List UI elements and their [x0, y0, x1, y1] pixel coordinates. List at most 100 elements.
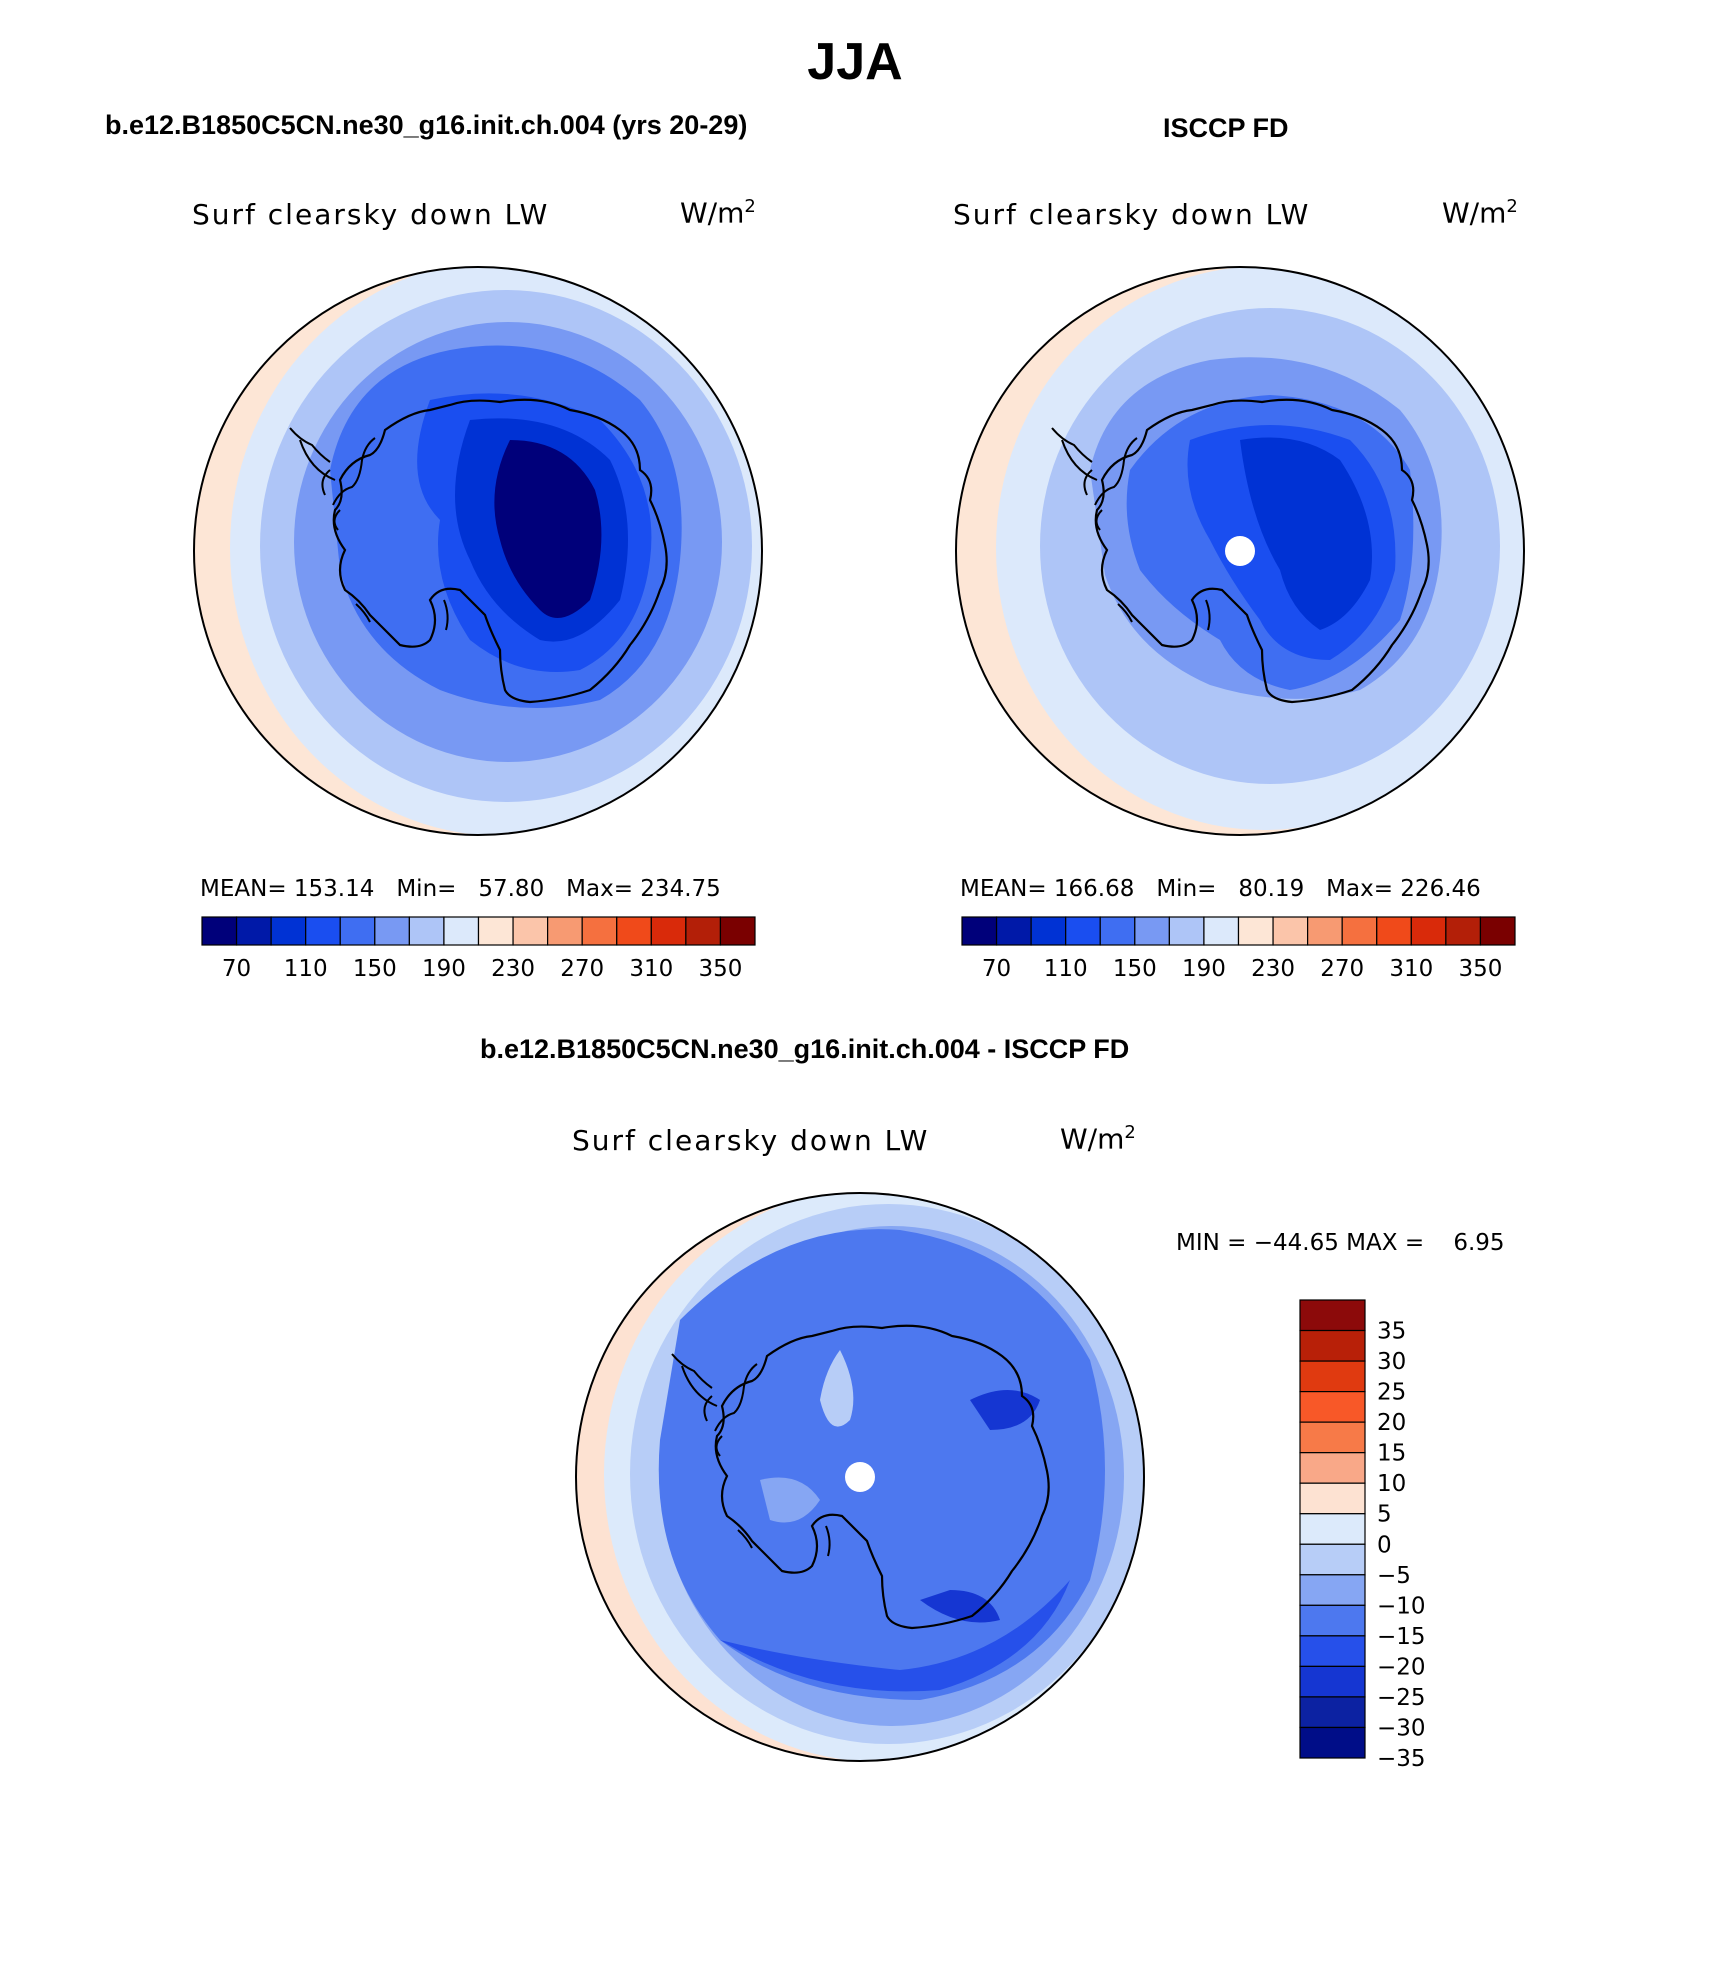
obs-stats: MEAN= 166.68 Min= 80.19 Max= 226.46: [960, 876, 1481, 902]
obs-colorbar: 70 110 150 190 230 270 310 350: [961, 916, 1516, 982]
colorbar-box: [512, 916, 549, 946]
colorbar-box: [1445, 916, 1482, 946]
colorbar-tick-label: 150: [1113, 956, 1157, 982]
colorbar-tick-label: 25: [1377, 1380, 1406, 1406]
colorbar-box: [995, 916, 1032, 946]
colorbar-tick-label: 70: [982, 956, 1011, 982]
colorbar-box: [235, 916, 272, 946]
obs-variable-label: Surf clearsky down LW: [953, 198, 1311, 231]
colorbar-tick-label: 190: [1182, 956, 1226, 982]
colorbar-box: [719, 916, 756, 946]
colorbar-tick-label: −5: [1377, 1563, 1411, 1589]
colorbar-tick-label: 110: [1044, 956, 1088, 982]
diff-pole-mask: [845, 1462, 875, 1492]
model-variable-label: Surf clearsky down LW: [192, 198, 550, 231]
obs-polar-map: [956, 267, 1524, 835]
colorbar-box: [961, 916, 998, 946]
colorbar-tick-label: 30: [1377, 1349, 1406, 1375]
diff-coastline: [671, 1324, 1050, 1630]
colorbar-tick-label: 310: [629, 956, 673, 982]
colorbar-tick-label: −20: [1377, 1654, 1426, 1680]
colorbar-box: [1134, 916, 1170, 946]
model-coastline: [289, 398, 668, 704]
colorbar-box: [339, 916, 376, 946]
colorbar-box: [305, 916, 341, 946]
obs-units-label: W/m2: [1442, 196, 1518, 230]
obs-min-value: 80.19: [1238, 876, 1305, 902]
colorbar-tick-label: 20: [1377, 1410, 1406, 1436]
diff-min-value: −44.65: [1253, 1230, 1339, 1256]
colorbar-box: [1299, 1482, 1366, 1515]
obs-panel-title: ISCCP FD: [1163, 113, 1289, 143]
obs-max-value: 226.46: [1400, 876, 1481, 902]
colorbar-tick-label: −25: [1377, 1685, 1426, 1711]
colorbar-box: [1299, 1329, 1366, 1362]
colorbar-tick-label: 35: [1377, 1319, 1406, 1345]
colorbar-box: [1341, 916, 1378, 946]
model-panel-title: b.e12.B1850C5CN.ne30_g16.init.ch.004 (yr…: [105, 110, 748, 140]
obs-map-border: [955, 266, 1525, 836]
colorbar-tick-label: 150: [353, 956, 397, 982]
colorbar-box: [1299, 1726, 1366, 1759]
model-mean-label: MEAN=: [200, 876, 287, 902]
colorbar-box: [1099, 916, 1136, 946]
colorbar-box: [1479, 916, 1516, 946]
colorbar-tick-label: −30: [1377, 1715, 1426, 1741]
model-max-label: Max=: [566, 876, 633, 902]
colorbar-box: [201, 916, 238, 946]
colorbar-box: [1410, 916, 1447, 946]
colorbar-box: [1307, 916, 1343, 946]
obs-mean-value: 166.68: [1053, 876, 1135, 902]
colorbar-tick-label: 190: [422, 956, 466, 982]
colorbar-box: [1299, 1543, 1366, 1576]
colorbar-box: [1168, 916, 1205, 946]
colorbar-tick-label: −35: [1377, 1746, 1426, 1772]
diff-stats: MIN = −44.65 MAX = 6.95: [1176, 1230, 1505, 1256]
colorbar-tick-label: 10: [1377, 1471, 1406, 1497]
colorbar-box: [1299, 1360, 1366, 1393]
colorbar-box: [650, 916, 687, 946]
model-polar-map: [194, 267, 762, 835]
colorbar-tick-label: −10: [1377, 1593, 1426, 1619]
diff-panel-title: b.e12.B1850C5CN.ne30_g16.init.ch.004 - I…: [480, 1034, 1130, 1064]
colorbar-box: [1376, 916, 1412, 946]
diff-variable-label: Surf clearsky down LW: [572, 1124, 930, 1157]
colorbar-tick-label: 270: [560, 956, 604, 982]
colorbar-box: [374, 916, 410, 946]
colorbar-box: [1299, 1390, 1366, 1423]
colorbar-box: [1272, 916, 1309, 946]
model-colorbar: 70 110 150 190 230 270 310 350: [201, 916, 756, 982]
model-max-value: 234.75: [640, 876, 721, 902]
colorbar-tick-label: 15: [1377, 1441, 1406, 1467]
colorbar-box: [408, 916, 445, 946]
model-map-border: [193, 266, 763, 836]
colorbar-tick-label: 5: [1377, 1502, 1392, 1528]
colorbar-box: [1203, 916, 1240, 946]
colorbar-box: [1299, 1635, 1366, 1668]
colorbar-box: [1030, 916, 1067, 946]
colorbar-box: [1299, 1696, 1366, 1729]
colorbar-tick-label: 70: [222, 956, 251, 982]
colorbar-box: [1299, 1604, 1366, 1637]
colorbar-box: [1299, 1574, 1366, 1606]
colorbar-tick-label: 0: [1377, 1532, 1392, 1558]
obs-pole-mask: [1225, 536, 1255, 566]
colorbar-box: [1237, 916, 1274, 946]
diff-colorbar: 35 30 25 20 15 10 5 0 −5 −10 −15 −20 −25 −30 −35: [1299, 1299, 1426, 1772]
colorbar-tick-label: 350: [1458, 956, 1502, 982]
diff-min-label: MIN =: [1176, 1230, 1247, 1256]
colorbar-box: [581, 916, 618, 946]
colorbar-tick-label: 110: [284, 956, 328, 982]
diff-max-label: MAX =: [1346, 1230, 1425, 1256]
colorbar-box: [616, 916, 652, 946]
colorbar-box: [1299, 1299, 1366, 1332]
obs-coastline: [1051, 398, 1430, 704]
colorbar-box: [547, 916, 583, 946]
colorbar-box: [685, 916, 722, 946]
model-mean-value: 153.14: [293, 876, 375, 902]
colorbar-box: [1299, 1513, 1366, 1545]
colorbar-box: [1065, 916, 1101, 946]
colorbar-tick-label: −15: [1377, 1624, 1426, 1650]
colorbar-tick-label: 230: [1251, 956, 1295, 982]
